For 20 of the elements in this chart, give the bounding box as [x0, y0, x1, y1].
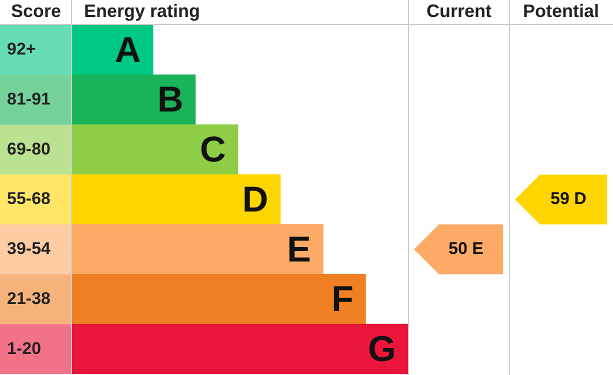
y-tick-label: B [157, 78, 184, 120]
y-tick-label: E [287, 228, 312, 270]
y2-tick-label: 1-20 [7, 338, 42, 358]
y2-tick-label: 39-54 [7, 239, 52, 258]
text: 50 E [448, 239, 484, 258]
y-tick-label: G [368, 328, 396, 369]
y-tick-label: D [242, 178, 268, 220]
y2-tick-label: 21-38 [7, 288, 50, 308]
y2-tick-label: 55-68 [7, 189, 50, 208]
text: Potential [522, 0, 600, 21]
y-tick-label: C [200, 128, 226, 170]
y2-tick-label: 69-80 [7, 139, 50, 158]
text: Score [10, 0, 62, 21]
annotation: Energy rating [84, 0, 200, 21]
y2-tick-label: 92+ [7, 40, 36, 59]
y-tick-label: A [114, 28, 141, 70]
y2-tick-label: 81-91 [7, 89, 50, 108]
text: 59 D [550, 189, 586, 208]
y-tick-label: F [332, 278, 354, 320]
text: Current [426, 0, 492, 21]
